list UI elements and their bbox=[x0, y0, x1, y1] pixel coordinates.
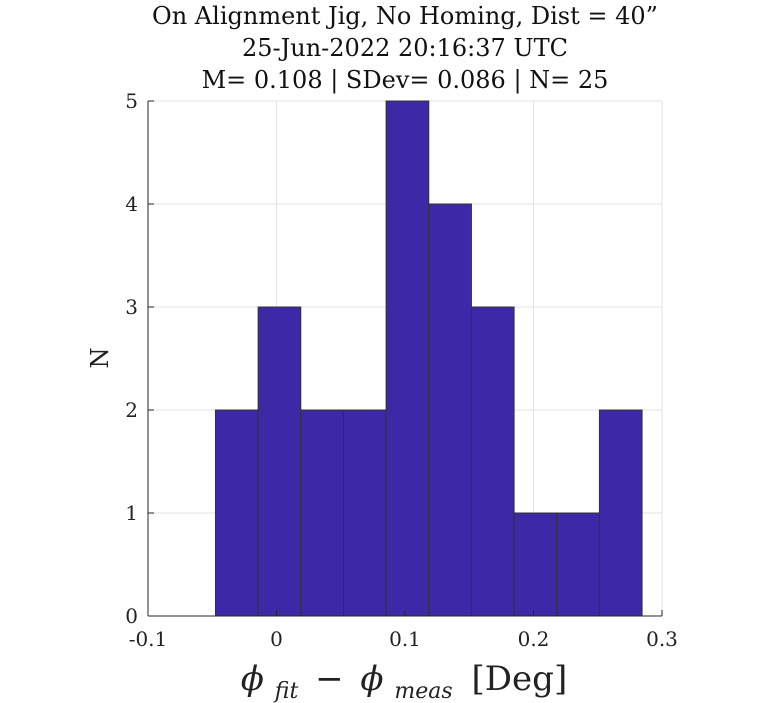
histogram-bar bbox=[385, 100, 430, 617]
histogram-bar bbox=[556, 512, 600, 617]
x-tick-label: 0.2 bbox=[518, 627, 550, 651]
y-tick-label: 1 bbox=[125, 501, 138, 525]
x-tick-label: -0.1 bbox=[129, 627, 168, 651]
x-axis-label: ϕ fit − ϕ meas [Deg] bbox=[241, 659, 567, 703]
histogram-bar bbox=[257, 306, 302, 617]
x-axis-label-phi: ϕ bbox=[241, 659, 264, 699]
x-tick-label: 0.1 bbox=[389, 627, 421, 651]
y-tick-label: 2 bbox=[125, 398, 138, 422]
histogram-bar bbox=[428, 203, 472, 617]
x-axis-label-minus: − bbox=[315, 659, 344, 699]
histogram-bar bbox=[513, 512, 558, 617]
axes bbox=[147, 100, 663, 617]
histogram-bar bbox=[300, 409, 344, 617]
chart-title-line-1: On Alignment Jig, No Homing, Dist = 40” bbox=[152, 2, 658, 30]
y-axis-label: N bbox=[86, 348, 114, 369]
chart-title-line-2: 25-Jun-2022 20:16:37 UTC bbox=[241, 34, 568, 62]
histogram-bar bbox=[342, 409, 387, 617]
x-axis-label-sub-meas: meas bbox=[394, 679, 452, 703]
histogram-bar bbox=[214, 409, 259, 617]
histogram-bar bbox=[470, 306, 515, 617]
chart-title-line-3: M= 0.108 | SDev= 0.086 | N= 25 bbox=[201, 66, 609, 94]
x-tick-label: 0 bbox=[270, 627, 283, 651]
x-axis-label-sub-fit: fit bbox=[273, 679, 299, 703]
histogram-bar bbox=[598, 409, 643, 617]
histogram-bars bbox=[214, 100, 643, 617]
y-tick-label: 5 bbox=[125, 89, 138, 113]
y-tick-label: 3 bbox=[125, 295, 138, 319]
y-tick-label: 0 bbox=[125, 604, 138, 628]
y-tick-label: 4 bbox=[125, 192, 138, 216]
x-axis-label-unit: [Deg] bbox=[472, 659, 568, 699]
x-axis-label-phi-2: ϕ bbox=[360, 659, 383, 699]
x-tick-label: 0.3 bbox=[646, 627, 678, 651]
